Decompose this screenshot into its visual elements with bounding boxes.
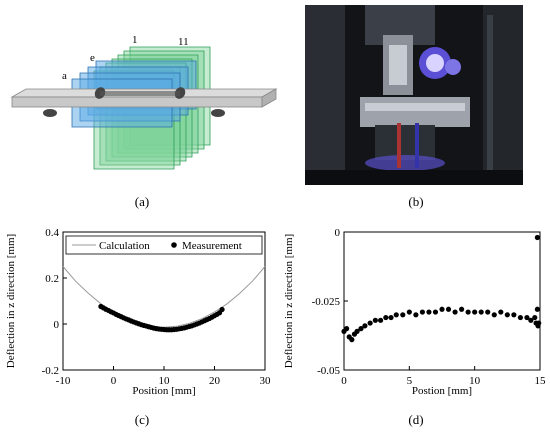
calculation-line [62,266,266,328]
x-tick-label: 10 [469,375,481,387]
data-point [459,306,465,312]
caption-b: (b) [408,194,424,209]
x-tick-label: 10 [159,375,171,387]
data-point [498,309,504,315]
label-a: a [62,70,67,82]
y-tick-label: -0.2 [42,365,59,377]
data-point [349,337,355,343]
label-1: 1 [132,34,138,46]
caption-c: (c) [134,412,150,427]
data-point [445,306,452,312]
data-point [534,234,540,241]
data-point [358,326,364,332]
y-tick-label: -0.025 [312,296,341,308]
label-11: 11 [178,36,189,48]
data-point [377,317,384,323]
data-point [344,326,350,332]
chart-d-frame [343,231,541,371]
legend-calculation: Calculation [99,240,150,252]
measurement-planes [71,46,211,170]
data-point [388,314,394,321]
data-point [413,312,419,318]
x-tick-label: -10 [56,375,71,387]
data-point [478,309,484,315]
data-point [432,309,439,315]
data-point [372,317,378,323]
label-e: e [90,52,95,64]
data-point [219,306,225,313]
data-point [532,314,538,321]
data-point [465,309,471,315]
chart-c-ylabel: Deflection in z direction [mm] [5,234,17,368]
x-tick-label: 30 [260,375,272,387]
data-point [524,314,530,321]
data-point [367,320,373,326]
data-point [534,306,540,312]
data-point [439,306,445,312]
chart-c-xlabel: Position [mm] [132,385,195,397]
data-point [354,328,360,334]
chart-d-ylabel: Deflection in z direction [mm] [283,234,295,368]
caption-a: (a) [134,194,150,209]
data-point [472,309,478,315]
data-point [528,317,534,323]
data-point [536,320,542,326]
y-tick-label: -0.05 [317,365,340,377]
y-tick-label: 0.2 [45,273,59,285]
measured-zone [100,91,180,96]
x-tick-label: 0 [111,375,117,387]
panel-a-schematic: a e 1 11 [10,34,278,170]
test-rig-photo [305,5,523,185]
data-point [406,309,412,315]
data-point [485,309,491,315]
data-point [452,309,458,315]
x-tick-label: 0 [341,375,347,387]
chart-c: -10 0 10 20 30 -0.2 0 0.2 0.4 Calculation Measur… [5,227,272,397]
data-point [362,323,368,329]
legend-marker-swatch [171,242,177,248]
x-tick-label: 15 [535,375,547,387]
x-tick-label: 20 [209,375,221,387]
data-point [511,312,517,318]
data-point [383,314,389,321]
x-tick-label: 5 [407,375,413,387]
y-tick-label: 0.4 [45,227,59,239]
y-tick-label: 0 [54,319,60,331]
data-point [504,312,510,318]
chart-c-legend: Calculation Measurement [65,235,263,255]
chart-d-xlabel: Postion [mm] [412,385,472,397]
data-point [393,312,399,318]
legend-measurement: Measurement [182,240,242,252]
caption-d: (d) [408,412,424,427]
data-point [426,309,432,315]
data-point [419,309,425,315]
data-point [400,312,406,318]
data-point [517,314,523,321]
chart-d: 0 5 10 15 0 -0.025 -0.05 Postion [mm] Deflecti… [283,227,547,397]
data-point [491,312,497,318]
y-tick-label: 0 [335,227,341,239]
